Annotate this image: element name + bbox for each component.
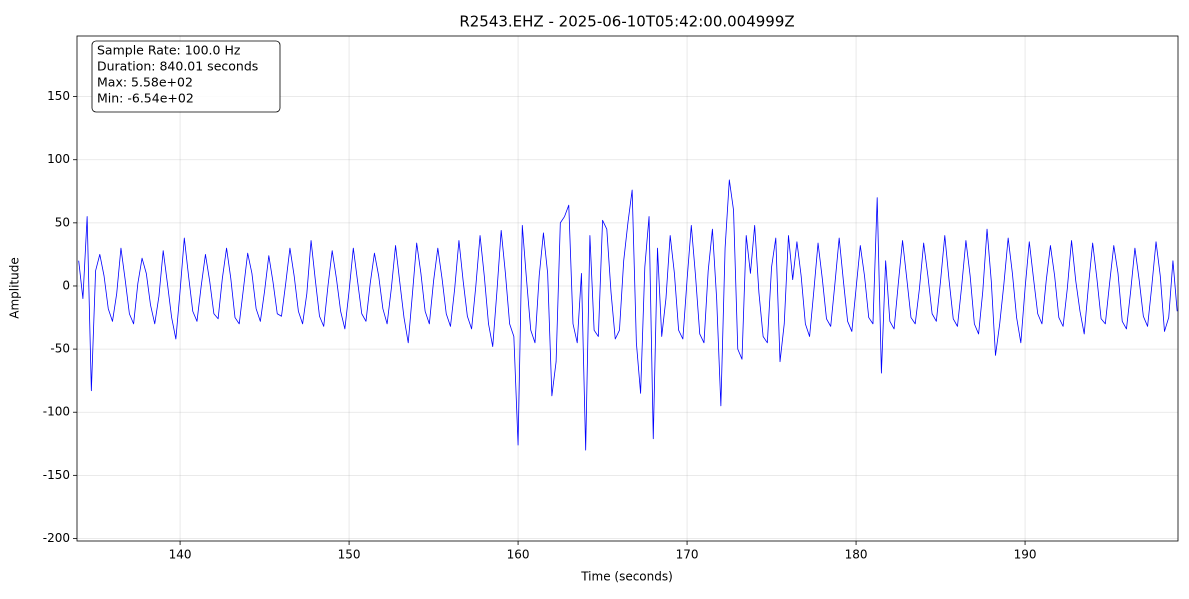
chart-title: R2543.EHZ - 2025-06-10T05:42:00.004999Z — [459, 13, 794, 31]
y-tick-label: 50 — [55, 215, 70, 229]
x-tick-label: 190 — [1014, 548, 1037, 562]
x-tick-label: 180 — [845, 548, 868, 562]
y-tick-label: -50 — [50, 342, 70, 356]
signal-line — [78, 179, 1178, 451]
y-tick-label: 150 — [47, 89, 70, 103]
y-tick-label: -150 — [43, 468, 70, 482]
y-tick-label: -200 — [43, 531, 70, 545]
x-tick-label: 170 — [676, 548, 699, 562]
y-axis-label: Amplitude — [8, 257, 22, 319]
info-box — [91, 40, 281, 113]
y-tick-label: 0 — [62, 278, 70, 292]
info-text: Max: 5.58e+02 — [97, 75, 193, 90]
y-tick-label: 100 — [47, 152, 70, 166]
x-tick-label: 150 — [338, 548, 361, 562]
x-tick-label: 160 — [507, 548, 530, 562]
x-axis-label: Time (seconds) — [580, 570, 673, 584]
plot-frame — [76, 35, 1179, 542]
info-text: Min: -6.54e+02 — [97, 91, 194, 106]
x-tick-label: 140 — [169, 548, 192, 562]
info-text: Duration: 840.01 seconds — [97, 59, 258, 74]
y-tick-label: -100 — [43, 405, 70, 419]
info-text: Sample Rate: 100.0 Hz — [97, 43, 241, 58]
